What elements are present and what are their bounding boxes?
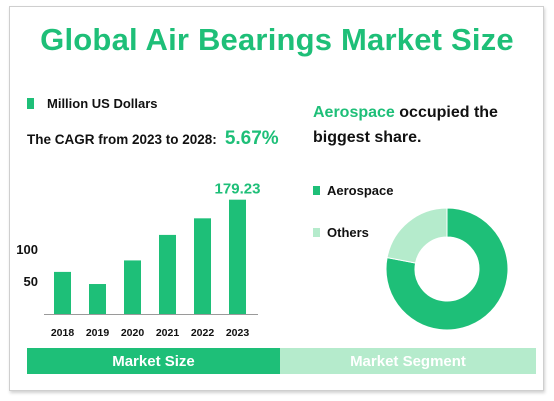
pie-legend-item-1: Others [313, 225, 369, 240]
cagr-value: 5.67% [224, 128, 279, 149]
x-tick-label: 2020 [121, 327, 145, 339]
segment-headline: Aerospace occupied the biggest share. [313, 100, 533, 150]
footer-market-size: Market Size [27, 348, 280, 374]
bar-data-label: 179.23 [215, 181, 261, 198]
donut-slice-aerospace [385, 207, 509, 331]
bar-legend: Million US Dollars [27, 96, 158, 111]
y-tick-label: 50 [24, 274, 38, 289]
bar-2023 [229, 199, 246, 314]
bar-legend-label: Million US Dollars [47, 96, 158, 111]
y-tick-label: 100 [16, 242, 38, 257]
pie-legend-label-0: Aerospace [327, 183, 394, 198]
bar-2019 [89, 284, 106, 314]
pie-legend-swatch-0 [313, 186, 320, 195]
pie-legend-swatch-1 [313, 228, 320, 237]
headline-highlight: Aerospace [313, 104, 395, 121]
x-tick-label: 2019 [86, 327, 110, 339]
bar-2018 [54, 271, 71, 314]
footer-market-segment: Market Segment [280, 348, 536, 374]
bar-2022 [194, 218, 211, 314]
cagr-block: The CAGR from 2023 to 2028: 5.67% [27, 128, 279, 150]
cagr-label: The CAGR from 2023 to 2028: [27, 132, 217, 147]
x-tick-label: 2022 [191, 327, 215, 339]
x-tick-label: 2018 [51, 327, 75, 339]
page-title: Global Air Bearings Market Size [40, 22, 514, 57]
bar-2020 [124, 260, 141, 314]
pie-legend-label-1: Others [327, 225, 369, 240]
x-tick-label: 2021 [156, 327, 180, 339]
pie-legend-item-0: Aerospace [313, 183, 393, 198]
bar-legend-swatch [27, 98, 34, 109]
x-tick-label: 2023 [226, 327, 250, 339]
bar-2021 [159, 234, 176, 314]
donut-slice-others [386, 207, 448, 264]
headline-rest: occupied the biggest share. [313, 104, 498, 146]
